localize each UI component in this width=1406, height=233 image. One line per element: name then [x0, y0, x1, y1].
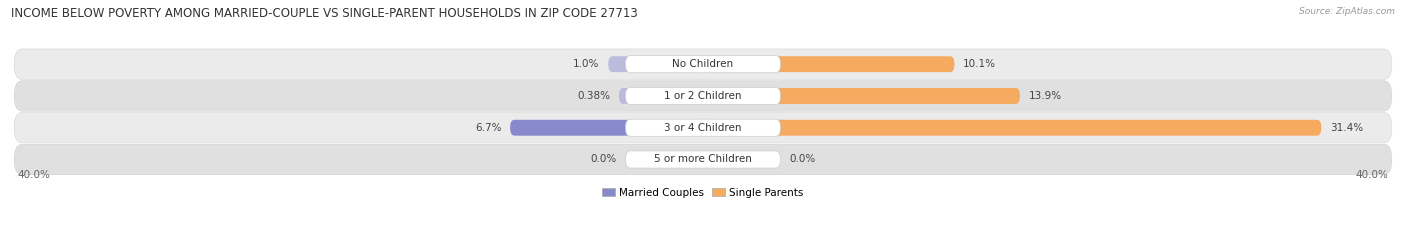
- Text: 13.9%: 13.9%: [1029, 91, 1062, 101]
- Text: 0.0%: 0.0%: [591, 154, 617, 164]
- Text: INCOME BELOW POVERTY AMONG MARRIED-COUPLE VS SINGLE-PARENT HOUSEHOLDS IN ZIP COD: INCOME BELOW POVERTY AMONG MARRIED-COUPL…: [11, 7, 638, 20]
- Text: 40.0%: 40.0%: [1355, 170, 1389, 180]
- FancyBboxPatch shape: [14, 113, 1392, 143]
- Text: 10.1%: 10.1%: [963, 59, 995, 69]
- Text: 1.0%: 1.0%: [574, 59, 599, 69]
- FancyBboxPatch shape: [626, 87, 780, 105]
- Text: 0.0%: 0.0%: [789, 154, 815, 164]
- Text: 6.7%: 6.7%: [475, 123, 502, 133]
- FancyBboxPatch shape: [510, 120, 703, 136]
- Text: 0.38%: 0.38%: [578, 91, 610, 101]
- FancyBboxPatch shape: [619, 88, 703, 104]
- FancyBboxPatch shape: [609, 56, 703, 72]
- Text: 1 or 2 Children: 1 or 2 Children: [664, 91, 742, 101]
- Legend: Married Couples, Single Parents: Married Couples, Single Parents: [599, 183, 807, 202]
- Text: 31.4%: 31.4%: [1330, 123, 1362, 133]
- FancyBboxPatch shape: [626, 119, 780, 136]
- FancyBboxPatch shape: [626, 151, 664, 168]
- Text: 40.0%: 40.0%: [17, 170, 51, 180]
- FancyBboxPatch shape: [703, 120, 1322, 136]
- FancyBboxPatch shape: [14, 81, 1392, 111]
- FancyBboxPatch shape: [703, 56, 955, 72]
- FancyBboxPatch shape: [14, 144, 1392, 175]
- FancyBboxPatch shape: [703, 88, 1019, 104]
- FancyBboxPatch shape: [703, 151, 742, 168]
- Text: 3 or 4 Children: 3 or 4 Children: [664, 123, 742, 133]
- Text: No Children: No Children: [672, 59, 734, 69]
- Text: 5 or more Children: 5 or more Children: [654, 154, 752, 164]
- FancyBboxPatch shape: [626, 151, 780, 168]
- Text: Source: ZipAtlas.com: Source: ZipAtlas.com: [1299, 7, 1395, 16]
- FancyBboxPatch shape: [626, 56, 780, 73]
- FancyBboxPatch shape: [14, 49, 1392, 79]
